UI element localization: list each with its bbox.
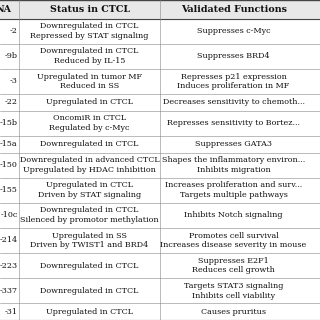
Text: -15a: -15a <box>0 140 18 148</box>
Text: Shapes the inflammatory environ...
Inhibits migration: Shapes the inflammatory environ... Inhib… <box>162 156 305 174</box>
Text: Suppresses GATA3: Suppresses GATA3 <box>195 140 272 148</box>
Bar <box>0 228 320 253</box>
Text: -2: -2 <box>10 27 18 35</box>
Bar <box>0 153 320 178</box>
Text: Downregulated in CTCL: Downregulated in CTCL <box>40 140 139 148</box>
Text: Increases proliferation and surv...
Targets multiple pathways: Increases proliferation and surv... Targ… <box>165 181 302 199</box>
Text: Promotes cell survival
Increases disease severity in mouse: Promotes cell survival Increases disease… <box>160 232 307 249</box>
Text: Status in CTCL: Status in CTCL <box>50 5 130 14</box>
Text: Represses sensitivity to Bortez...: Represses sensitivity to Bortez... <box>167 119 300 127</box>
Text: Causes pruritus: Causes pruritus <box>201 308 266 316</box>
Text: Downregulated in CTCL
Silenced by promotor methylation: Downregulated in CTCL Silenced by promot… <box>20 206 159 224</box>
Text: Inhibits Notch signaling: Inhibits Notch signaling <box>184 212 283 220</box>
Text: Upregulated in CTCL: Upregulated in CTCL <box>46 308 133 316</box>
Text: -22: -22 <box>4 98 18 106</box>
Text: Represses p21 expression
Induces proliferation in MF: Represses p21 expression Induces prolife… <box>178 73 290 90</box>
Text: NA: NA <box>0 5 11 14</box>
Bar <box>0 19 320 44</box>
Text: Upregulated in CTCL
Driven by STAT signaling: Upregulated in CTCL Driven by STAT signa… <box>38 181 141 199</box>
Text: Decreases sensitivity to chemoth...: Decreases sensitivity to chemoth... <box>163 98 305 106</box>
Text: Suppresses BRD4: Suppresses BRD4 <box>197 52 270 60</box>
Text: -3: -3 <box>10 77 18 85</box>
Text: Downregulated in CTCL: Downregulated in CTCL <box>40 287 139 295</box>
Text: Suppresses E2F1
Reduces cell growth: Suppresses E2F1 Reduces cell growth <box>192 257 275 275</box>
Bar <box>0 278 320 303</box>
Text: -337: -337 <box>0 287 18 295</box>
Bar <box>0 69 320 94</box>
Bar <box>0 253 320 278</box>
Text: Upregulated in tumor MF
Reduced in SS: Upregulated in tumor MF Reduced in SS <box>37 73 142 90</box>
Text: -10c: -10c <box>0 212 18 220</box>
Text: Suppresses c-Myc: Suppresses c-Myc <box>197 27 270 35</box>
Text: -9b: -9b <box>4 52 18 60</box>
Text: -31: -31 <box>4 308 18 316</box>
Text: Validated Functions: Validated Functions <box>180 5 287 14</box>
Bar <box>0 111 320 136</box>
Text: Downregulated in advanced CTCL
Upregulated by HDAC inhibition: Downregulated in advanced CTCL Upregulat… <box>20 156 159 174</box>
Bar <box>0 303 320 320</box>
Bar <box>0 203 320 228</box>
Text: Downregulated in CTCL: Downregulated in CTCL <box>40 261 139 269</box>
Text: -214: -214 <box>0 236 18 244</box>
Text: OncomiR in CTCL
Regulated by c-Myc: OncomiR in CTCL Regulated by c-Myc <box>49 114 130 132</box>
Bar <box>0 178 320 203</box>
Bar <box>0 44 320 69</box>
Bar <box>0 0 320 19</box>
Text: -155: -155 <box>0 186 18 194</box>
Text: Upregulated in CTCL: Upregulated in CTCL <box>46 98 133 106</box>
Text: Downregulated in CTCL
Reduced by IL-15: Downregulated in CTCL Reduced by IL-15 <box>40 47 139 65</box>
Bar <box>0 136 320 153</box>
Text: Upregulated in SS
Driven by TWIST1 and BRD4: Upregulated in SS Driven by TWIST1 and B… <box>30 232 149 249</box>
Text: -15b: -15b <box>0 119 18 127</box>
Bar <box>0 94 320 111</box>
Text: -223: -223 <box>0 261 18 269</box>
Text: Targets STAT3 signaling
Inhibits cell viability: Targets STAT3 signaling Inhibits cell vi… <box>184 282 283 300</box>
Text: Downregulated in CTCL
Repressed by STAT signaling: Downregulated in CTCL Repressed by STAT … <box>30 22 149 40</box>
Text: -150: -150 <box>0 161 18 169</box>
